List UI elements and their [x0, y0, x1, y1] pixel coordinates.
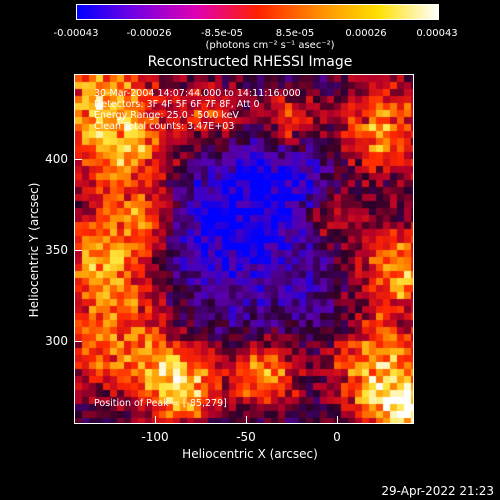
y-tick-mark	[74, 341, 82, 342]
x-tick-mark	[337, 416, 338, 424]
x-tick-label: 0	[333, 430, 341, 444]
colorbar-units: (photons cm⁻² s⁻¹ asec⁻²)	[205, 40, 335, 51]
x-axis-label: Heliocentric X (arcsec)	[182, 447, 318, 461]
colorbar-tick-label: -8.5e-05	[201, 28, 243, 39]
colorbar-tick-label: -0.00043	[53, 28, 99, 39]
x-tick-label: -50	[236, 430, 256, 444]
colorbar-tick-label: 0.00043	[416, 28, 458, 39]
info-clean-counts: Clean Total counts: 3.47E+03	[94, 121, 235, 132]
info-time-range: 30-Mar-2004 14:07:44.000 to 14:11:16.000	[94, 88, 301, 99]
image-title: Reconstructed RHESSI Image	[147, 54, 353, 70]
colorbar	[76, 4, 439, 20]
info-detectors: Detectors: 3F 4F 5F 6F 7F 8F, Att 0	[94, 99, 260, 110]
y-tick-label: 300	[45, 334, 68, 348]
colorbar-tick-label: 8.5e-05	[275, 28, 315, 39]
peak-position: Position of Peak = [-85,279]	[94, 398, 227, 409]
y-tick-mark	[74, 159, 82, 160]
info-energy-range: Energy Range: 25.0 - 50.0 keV	[94, 110, 239, 121]
rhessi-image	[74, 74, 414, 424]
x-tick-label: -100	[141, 430, 169, 444]
colorbar-tick-label: 0.00026	[345, 28, 387, 39]
y-tick-label: 400	[45, 152, 68, 166]
timestamp: 29-Apr-2022 21:23	[381, 484, 494, 498]
y-axis-label: Heliocentric Y (arcsec)	[27, 182, 41, 318]
x-tick-mark	[155, 416, 156, 424]
rhessi-image-canvas	[75, 75, 413, 423]
colorbar-tick-label: -0.00026	[126, 28, 172, 39]
y-tick-mark	[74, 250, 82, 251]
y-tick-label: 350	[45, 243, 68, 257]
x-tick-mark	[246, 416, 247, 424]
